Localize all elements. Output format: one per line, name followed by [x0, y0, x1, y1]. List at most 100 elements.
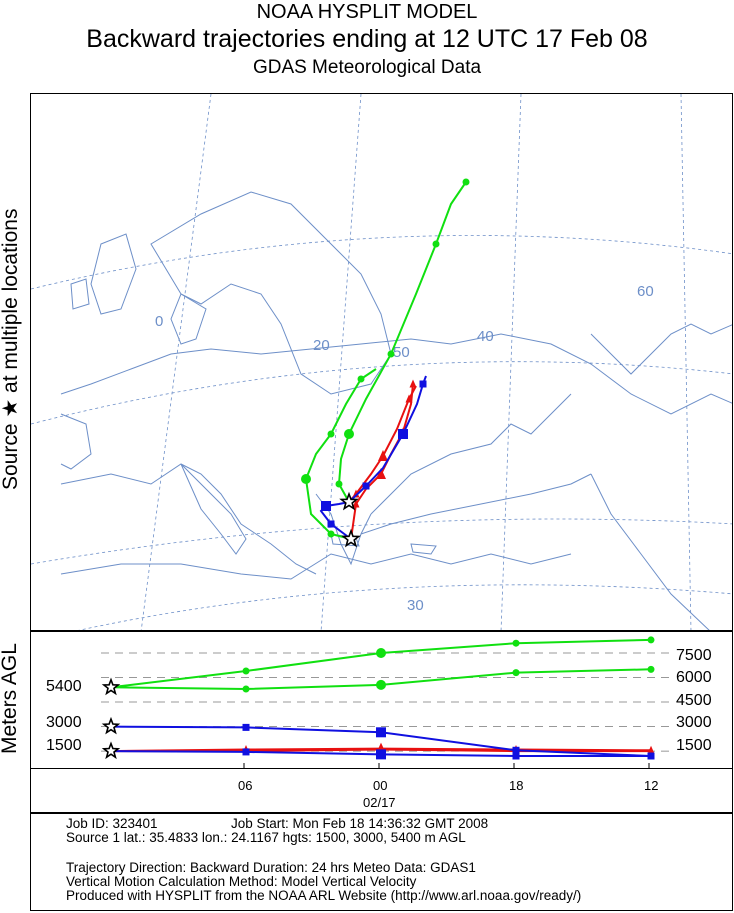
trajectory-map: 0 20 40 60 50 30: [30, 93, 733, 631]
title-line-3: GDAS Meteorological Data: [252, 57, 482, 78]
x-axis: 06 00 18 12 02/17: [30, 769, 733, 813]
anatolia-coast: [360, 473, 592, 535]
map-track-4-point-5: [327, 430, 335, 438]
map-track-0-point-7: [409, 379, 417, 388]
height-series-2-point-2: [376, 727, 386, 738]
map-track-5-point-9: [462, 178, 470, 186]
iberia-italy-coast: [60, 463, 317, 575]
map-track-0-point-3: [376, 468, 386, 479]
map-track-5-point-5: [387, 350, 395, 358]
height-series-5-point-2: [376, 648, 386, 658]
latitude-50-line: [31, 361, 732, 425]
grid-label-0: 0: [155, 313, 163, 330]
longitude-60-line: [680, 94, 692, 630]
right-level-label-4500: 4500: [676, 692, 712, 709]
map-track-2-point-1: [327, 520, 335, 528]
height-series-5-point-1: [242, 667, 250, 675]
grid-label-20: 20: [313, 337, 330, 354]
right-level-label-7500: 7500: [676, 647, 712, 664]
levant-coast: [590, 473, 710, 630]
x-tick-12: 12: [644, 778, 659, 793]
left-level-label-3000: 3000: [46, 714, 82, 731]
height-series-5-point-3: [512, 639, 520, 647]
map-track-5-line: [337, 181, 467, 503]
x-date-label: 02/17: [363, 795, 396, 810]
biscay-coast: [60, 413, 92, 470]
britain-outline: [90, 233, 137, 315]
cyprus-outline: [410, 543, 437, 555]
map-source-star-a: [341, 528, 361, 548]
height-source-star-1500: [101, 741, 121, 760]
map-track-2-point-3: [321, 501, 331, 511]
map-source-star-b: [339, 491, 359, 511]
height-source-star-5400: [101, 677, 121, 696]
left-level-label-1500: 1500: [46, 737, 82, 754]
map-track-3-point-3: [398, 429, 408, 439]
height-series-2-point-1: [242, 723, 250, 731]
height-series-3-point-3: [512, 752, 520, 760]
map-track-0-line: [350, 383, 414, 540]
black-sea-coast: [370, 393, 572, 515]
grid-label-50: 50: [393, 344, 410, 361]
right-level-label-6000: 6000: [676, 669, 712, 686]
height-source-star-3000: [101, 716, 121, 735]
graticule: [31, 94, 732, 630]
map-track-3-point-1: [362, 482, 370, 490]
height-series-lines: [101, 636, 655, 760]
height-chart-svg: [101, 636, 671, 768]
meters-axis-label: Meters AGL: [0, 643, 21, 754]
latitude-30-line: [78, 584, 732, 630]
grid-labels: 0 20 40 60 50 30: [155, 283, 654, 614]
map-track-4-point-1: [327, 530, 335, 538]
grid-label-30: 30: [407, 597, 424, 614]
right-level-label-1500: 1500: [676, 737, 712, 754]
left-level-label-5400: 5400: [46, 678, 82, 695]
map-track-4-line: [304, 368, 377, 540]
height-series-4-point-4: [647, 665, 655, 673]
map-track-4-point-7: [357, 375, 365, 383]
denmark-outline: [170, 293, 207, 345]
caspian-region-outline: [590, 323, 732, 375]
grid-label-40: 40: [477, 328, 494, 345]
map-svg: 0 20 40 60 50 30: [31, 94, 732, 630]
height-series-4-point-1: [242, 685, 250, 693]
ireland-outline: [70, 278, 90, 310]
right-level-label-3000: 3000: [676, 714, 712, 731]
height-series-5-point-4: [647, 636, 655, 644]
source-info: Source 1 lat.: 35.4833 lon.: 24.1167 hgt…: [66, 830, 466, 845]
latitude-60-line: [31, 235, 732, 290]
coastlines: [60, 191, 732, 630]
latitude-40-line: [31, 518, 732, 565]
trajectory-lines: [301, 178, 470, 548]
height-series-3-point-1: [242, 748, 250, 756]
mainland-north-coast: [60, 333, 732, 415]
map-track-0-point-1: [352, 499, 360, 508]
job-start: Job Start: Mon Feb 18 14:36:32 GMT 2008: [231, 816, 489, 831]
height-series-2-point-3: [512, 746, 520, 754]
map-track-3-point-5: [419, 380, 427, 388]
source-axis-label: Source ★ at multiple locations: [0, 208, 22, 490]
height-series-4-point-3: [512, 669, 520, 677]
height-series-3-point-4: [647, 752, 655, 760]
map-track-5-point-3: [344, 429, 354, 439]
height-panel: [30, 631, 733, 769]
height-series-1-point-4: [647, 745, 655, 754]
map-track-1-line: [348, 385, 417, 503]
map-track-1-point-1: [352, 489, 360, 498]
map-track-5-point-7: [432, 240, 440, 248]
job-id: Job ID: 323401: [66, 816, 158, 831]
italy-peninsula: [180, 463, 247, 555]
map-track-3-line: [348, 375, 427, 503]
map-track-5-point-1: [335, 480, 343, 488]
vertical-motion: Vertical Motion Calculation Method: Mode…: [66, 874, 417, 889]
map-track-4-point-3: [301, 474, 311, 484]
x-tick-06: 06: [238, 778, 253, 793]
height-series-3-point-2: [376, 749, 386, 760]
grid-label-60: 60: [637, 283, 654, 300]
map-track-1-point-3: [378, 450, 388, 461]
title-line-2: Backward trajectories ending at 12 UTC 1…: [86, 25, 648, 53]
height-series-4-point-2: [376, 679, 386, 690]
map-track-1-point-5: [405, 394, 413, 403]
longitude-40-line: [500, 94, 522, 630]
job-info-box: Job ID: 323401 Job Start: Mon Feb 18 14:…: [30, 813, 733, 911]
